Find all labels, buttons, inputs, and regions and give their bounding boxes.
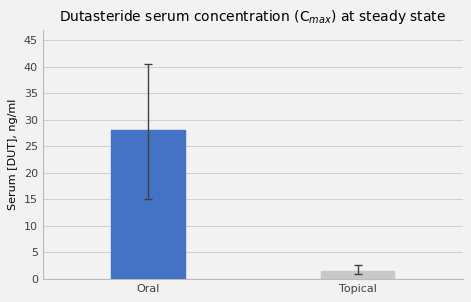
Bar: [111, 130, 185, 279]
Title: Dutasteride serum concentration (C$_{max}$) at steady state: Dutasteride serum concentration (C$_{max…: [59, 8, 447, 26]
Bar: [321, 271, 394, 279]
Y-axis label: Serum [DUT], ng/ml: Serum [DUT], ng/ml: [8, 98, 18, 210]
